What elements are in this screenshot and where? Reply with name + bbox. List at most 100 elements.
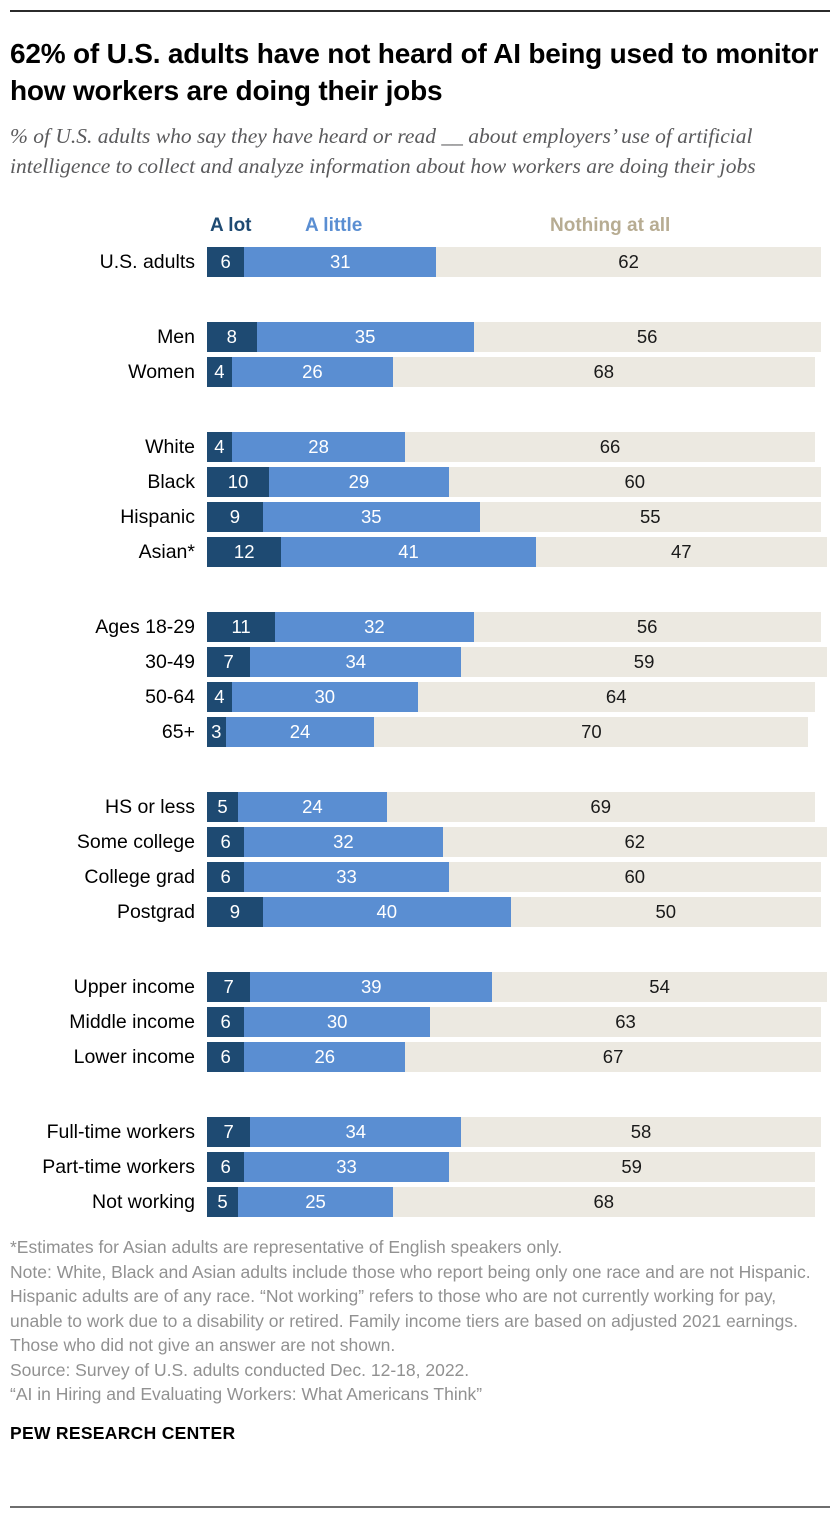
bar-row: U.S. adults 6 31 62: [10, 247, 830, 278]
row-label: Not working: [92, 1190, 195, 1213]
segment-nothing-at-all: 59: [448, 1152, 815, 1183]
segment-nothing-at-all: 62: [436, 247, 821, 278]
bar-stack: 9 35 55: [207, 502, 821, 533]
segment-a-little: 41: [281, 537, 536, 568]
bar-row: Not working 5 25 68: [10, 1187, 830, 1218]
bar-stack: 11 32 56: [207, 612, 821, 643]
segment-nothing-at-all: 67: [405, 1042, 821, 1073]
segment-a-lot: 5: [207, 1187, 238, 1218]
bar-row: Asian* 12 41 47: [10, 537, 830, 568]
bar-row: Part-time workers 6 33 59: [10, 1152, 830, 1183]
bar-group: Ages 18-29 11 32 56 30-49 7 34 59 50-64 4 30 64 65+ 3…: [10, 612, 830, 748]
row-label: Upper income: [73, 975, 195, 998]
segment-nothing-at-all: 56: [473, 322, 821, 353]
segment-a-little: 35: [262, 502, 480, 533]
segment-a-little: 25: [238, 1187, 393, 1218]
pew-research-center-logo: PEW RESEARCH CENTER: [10, 1422, 236, 1443]
segment-a-little: 30: [231, 682, 418, 713]
row-label: 30-49: [145, 650, 195, 673]
bar-stack: 6 32 62: [207, 827, 827, 858]
row-label: Hispanic: [120, 505, 195, 528]
bar-stack: 9 40 50: [207, 897, 821, 928]
segment-nothing-at-all: 55: [479, 502, 821, 533]
bar-row: Lower income 6 26 67: [10, 1042, 830, 1073]
row-label: HS or less: [105, 795, 195, 818]
bar-stack: 5 25 68: [207, 1187, 815, 1218]
legend-a-lot: A lot: [210, 215, 252, 237]
segment-a-little: 40: [262, 897, 511, 928]
footnote-note: Note: White, Black and Asian adults incl…: [10, 1261, 811, 1356]
segment-a-lot: 3: [207, 717, 226, 748]
bar-row: Postgrad 9 40 50: [10, 897, 830, 928]
bar-row: Full-time workers 7 34 58: [10, 1117, 830, 1148]
segment-a-little: 26: [244, 1042, 406, 1073]
row-label: Some college: [76, 830, 195, 853]
bar-row: Middle income 6 30 63: [10, 1007, 830, 1038]
bar-group: U.S. adults 6 31 62: [10, 247, 830, 278]
segment-a-little: 35: [256, 322, 474, 353]
bar-stack: 7 39 54: [207, 972, 827, 1003]
segment-a-little: 34: [250, 1117, 462, 1148]
row-label: Middle income: [69, 1010, 195, 1033]
segment-a-lot: 6: [207, 862, 245, 893]
bar-row: College grad 6 33 60: [10, 862, 830, 893]
bar-group: HS or less 5 24 69 Some college 6 32 62 College …: [10, 792, 830, 928]
segment-nothing-at-all: 62: [442, 827, 827, 858]
legend-nothing-at-all: Nothing at all: [550, 215, 671, 237]
bar-stack: 6 33 60: [207, 862, 821, 893]
segment-nothing-at-all: 68: [392, 357, 815, 388]
bar-row: Upper income 7 39 54: [10, 972, 830, 1003]
bar-row: 50-64 4 30 64: [10, 682, 830, 713]
row-label: Women: [128, 360, 195, 383]
row-label: 50-64: [145, 685, 195, 708]
segment-a-little: 26: [231, 357, 393, 388]
row-label: 65+: [161, 720, 195, 743]
segment-nothing-at-all: 58: [461, 1117, 821, 1148]
segment-a-little: 31: [244, 247, 437, 278]
row-label: College grad: [84, 865, 195, 888]
segment-nothing-at-all: 56: [473, 612, 821, 643]
row-label: Lower income: [73, 1045, 195, 1068]
segment-a-little: 39: [250, 972, 493, 1003]
bar-stack: 10 29 60: [207, 467, 821, 498]
bar-row: Black 10 29 60: [10, 467, 830, 498]
bar-group: Upper income 7 39 54 Middle income 6 30 63 Lower…: [10, 972, 830, 1073]
row-label: Men: [157, 325, 195, 348]
segment-a-lot: 7: [207, 1117, 251, 1148]
chart-subtitle: % of U.S. adults who say they have heard…: [10, 123, 756, 178]
segment-a-lot: 7: [207, 647, 251, 678]
stacked-bar-chart: A lot A little Nothing at all U.S. adult…: [10, 215, 830, 1218]
bar-row: Hispanic 9 35 55: [10, 502, 830, 533]
bottom-divider: [10, 1506, 830, 1508]
segment-a-little: 33: [244, 1152, 449, 1183]
segment-nothing-at-all: 50: [510, 897, 821, 928]
bar-stack: 7 34 58: [207, 1117, 821, 1148]
bar-stack: 6 30 63: [207, 1007, 821, 1038]
segment-nothing-at-all: 59: [461, 647, 827, 678]
bar-row: Ages 18-29 11 32 56: [10, 612, 830, 643]
footnotes: *Estimates for Asian adults are represen…: [10, 1235, 830, 1407]
page-title: 62% of U.S. adults have not heard of AI …: [10, 38, 819, 106]
segment-a-little: 28: [231, 432, 406, 463]
segment-a-little: 32: [244, 827, 443, 858]
footnote-source: Source: Survey of U.S. adults conducted …: [10, 1359, 470, 1380]
segment-nothing-at-all: 47: [535, 537, 827, 568]
segment-nothing-at-all: 64: [417, 682, 815, 713]
segment-a-lot: 4: [207, 432, 232, 463]
segment-nothing-at-all: 66: [405, 432, 815, 463]
bar-stack: 7 34 59: [207, 647, 827, 678]
segment-a-little: 30: [244, 1007, 431, 1038]
segment-a-little: 24: [238, 792, 387, 823]
segment-a-lot: 6: [207, 247, 245, 278]
segment-a-lot: 6: [207, 827, 245, 858]
segment-nothing-at-all: 70: [374, 717, 809, 748]
segment-a-lot: 9: [207, 897, 263, 928]
bar-stack: 4 30 64: [207, 682, 815, 713]
segment-a-lot: 6: [207, 1152, 245, 1183]
row-label: Asian*: [138, 540, 195, 563]
segment-a-little: 32: [275, 612, 474, 643]
row-label: Postgrad: [116, 900, 195, 923]
bar-row: Some college 6 32 62: [10, 827, 830, 858]
segment-nothing-at-all: 54: [492, 972, 827, 1003]
segment-a-lot: 10: [207, 467, 269, 498]
